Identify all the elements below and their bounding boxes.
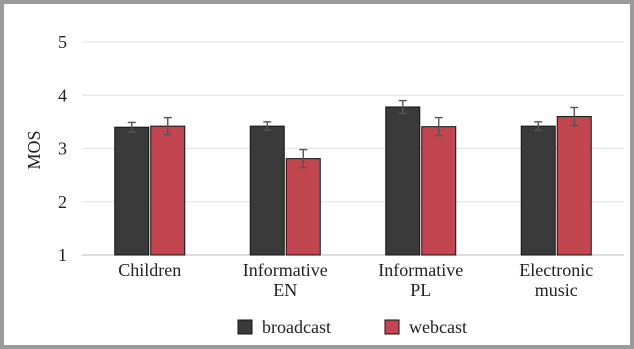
error-bar-broadcast	[127, 121, 136, 133]
category-label: Children	[118, 260, 181, 280]
y-tick-label: 1	[58, 245, 67, 265]
y-tick-label: 5	[58, 32, 67, 52]
error-bar-webcast	[299, 148, 308, 169]
legend-item-broadcast: broadcast	[237, 317, 331, 337]
error-bar-broadcast	[263, 121, 272, 132]
legend-label: broadcast	[262, 317, 331, 337]
bar-broadcast	[520, 125, 556, 256]
bars	[114, 106, 592, 256]
error-bar-webcast	[434, 116, 443, 137]
error-bar-webcast	[163, 116, 172, 136]
bar-broadcast	[114, 126, 150, 256]
bar-broadcast	[385, 106, 421, 256]
legend-label: webcast	[409, 317, 467, 337]
y-axis-ticks: 1 2 3 4 5	[58, 32, 67, 265]
category-label: Electronic music	[519, 260, 593, 300]
y-tick-label: 2	[58, 192, 67, 212]
bar-webcast	[421, 126, 457, 256]
y-tick-label: 4	[58, 85, 67, 105]
legend: broadcast webcast	[237, 317, 467, 337]
bar-webcast	[150, 125, 186, 256]
bar-broadcast	[249, 125, 285, 256]
legend-item-webcast: webcast	[384, 317, 467, 337]
bar-webcast	[285, 158, 321, 256]
category-label: Informative PL	[378, 260, 463, 300]
bar-chart: 1 2 3 4 5 MOS Children Informative EN Informati…	[24, 32, 624, 337]
error-bars	[127, 99, 579, 169]
y-axis-title: MOS	[24, 130, 44, 169]
error-bar-broadcast	[398, 99, 407, 115]
legend-swatch	[384, 319, 400, 335]
error-bar-webcast	[570, 106, 579, 127]
y-tick-label: 3	[58, 139, 67, 159]
bar-webcast	[556, 116, 592, 256]
legend-swatch	[237, 319, 253, 335]
category-labels: Children Informative EN Informative PL Electr…	[118, 260, 593, 300]
error-bar-broadcast	[534, 121, 543, 132]
category-label: Informative EN	[243, 260, 328, 300]
